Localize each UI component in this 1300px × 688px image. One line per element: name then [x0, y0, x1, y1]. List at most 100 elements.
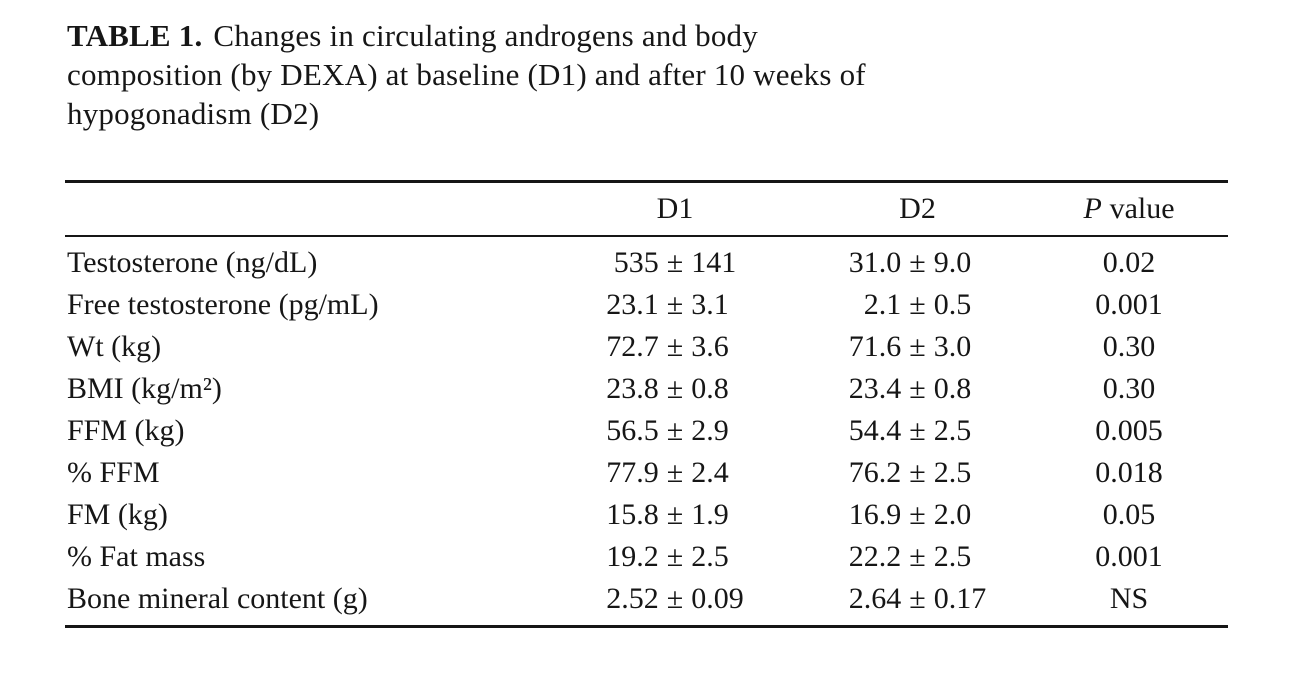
- d2-value: 22.2 ±2.5: [805, 540, 1030, 574]
- d1-sd: 141: [691, 246, 737, 279]
- d2-sd: 0.8: [933, 372, 972, 405]
- d2-value: 54.4 ±2.5: [805, 414, 1030, 448]
- table-caption: TABLE 1. Changes in circulating androgens…: [67, 16, 1187, 133]
- d2-value: 76.2 ±2.5: [805, 456, 1030, 490]
- d1-sd: 2.4: [691, 456, 729, 489]
- p-value: 0.30: [1102, 372, 1156, 405]
- plus-minus-sign: ±: [666, 582, 684, 615]
- d2-sd: 2.5: [933, 540, 972, 573]
- plus-minus-sign: ±: [666, 498, 684, 531]
- plus-minus-sign: ±: [666, 246, 684, 279]
- plus-minus-sign: ±: [909, 330, 926, 363]
- d1-value: 56.5 ±2.9: [545, 414, 805, 448]
- d1-sd: 0.09: [691, 582, 744, 615]
- d2-sd: 3.0: [933, 330, 972, 363]
- row-label: Wt (kg): [67, 330, 162, 363]
- row-label: % FFM: [67, 456, 160, 489]
- d1-mean: 23.1: [606, 288, 659, 321]
- d1-value: 77.9 ±2.4: [545, 456, 805, 490]
- d1-sd: 2.5: [691, 540, 729, 573]
- table-row: Testosterone (ng/dL) 535 ±141 31.0 ±9.0 0.…: [65, 242, 1228, 284]
- d2-value: 16.9 ±2.0: [805, 498, 1030, 532]
- d1-value: 72.7 ±3.6: [545, 330, 805, 364]
- header-d2: D2: [899, 192, 936, 225]
- d2-mean: 16.9: [848, 498, 902, 531]
- p-value: 0.005: [1095, 414, 1163, 447]
- d1-mean: 77.9: [606, 456, 659, 489]
- d1-value: 23.1 ±3.1: [545, 288, 805, 322]
- plus-minus-sign: ±: [666, 288, 684, 321]
- d2-value: 71.6 ±3.0: [805, 330, 1030, 364]
- header-p-italic: P: [1083, 192, 1102, 225]
- plus-minus-sign: ±: [909, 414, 926, 447]
- table-row: FFM (kg) 56.5 ±2.9 54.4 ±2.5 0.005: [65, 410, 1228, 452]
- row-label: Bone mineral content (g): [67, 582, 368, 615]
- plus-minus-sign: ±: [909, 288, 926, 321]
- d1-mean: 23.8: [606, 372, 659, 405]
- d1-mean: 535: [613, 246, 659, 279]
- caption-text-3: hypogonadism (D2): [67, 96, 320, 131]
- plus-minus-sign: ±: [909, 582, 926, 615]
- table-row: Wt (kg) 72.7 ±3.6 71.6 ±3.0 0.30: [65, 326, 1228, 368]
- d2-mean: 23.4: [848, 372, 902, 405]
- plus-minus-sign: ±: [909, 540, 926, 573]
- row-label: FM (kg): [67, 498, 168, 531]
- d1-mean: 2.52: [606, 582, 659, 615]
- plus-minus-sign: ±: [909, 372, 926, 405]
- d1-value: 535 ±141: [545, 246, 805, 280]
- d2-sd: 0.17: [933, 582, 987, 615]
- header-p-suffix: value: [1109, 192, 1175, 225]
- row-label: Testosterone (ng/dL): [67, 246, 318, 279]
- header-d1: D1: [656, 192, 694, 225]
- d1-mean: 56.5: [606, 414, 659, 447]
- d2-value: 23.4 ±0.8: [805, 372, 1030, 406]
- d1-value: 2.52 ±0.09: [545, 582, 805, 616]
- plus-minus-sign: ±: [909, 498, 926, 531]
- table-row: Bone mineral content (g) 2.52 ±0.09 2.64 ±…: [65, 578, 1228, 620]
- table-row: FM (kg) 15.8 ±1.9 16.9 ±2.0 0.05: [65, 494, 1228, 536]
- d2-sd: 2.0: [933, 498, 972, 531]
- row-label: FFM (kg): [67, 414, 185, 447]
- table-row: Free testosterone (pg/mL) 23.1 ±3.1 2.1 ±0…: [65, 284, 1228, 326]
- d2-mean: 22.2: [848, 540, 902, 573]
- d2-mean: 54.4: [848, 414, 902, 447]
- d2-sd: 0.5: [933, 288, 972, 321]
- d1-sd: 3.6: [691, 330, 729, 363]
- p-value: NS: [1109, 582, 1149, 615]
- d2-mean: 31.0: [848, 246, 902, 279]
- d2-mean: 2.1: [863, 288, 902, 321]
- d1-value: 15.8 ±1.9: [545, 498, 805, 532]
- plus-minus-sign: ±: [909, 246, 926, 279]
- d2-value: 2.1 ±0.5: [805, 288, 1030, 322]
- d1-mean: 19.2: [606, 540, 659, 573]
- plus-minus-sign: ±: [666, 456, 684, 489]
- d1-sd: 2.9: [691, 414, 729, 447]
- row-label: BMI (kg/m²): [67, 372, 222, 405]
- p-value: 0.001: [1095, 288, 1163, 321]
- table-body: Testosterone (ng/dL) 535 ±141 31.0 ±9.0 0.…: [65, 237, 1228, 628]
- plus-minus-sign: ±: [666, 330, 684, 363]
- table-number-label: TABLE 1.: [67, 18, 203, 53]
- d2-mean: 71.6: [848, 330, 902, 363]
- d2-sd: 9.0: [933, 246, 972, 279]
- caption-text-1: Changes in circulating androgens and bod…: [213, 18, 758, 53]
- table-row: BMI (kg/m²) 23.8 ±0.8 23.4 ±0.8 0.30: [65, 368, 1228, 410]
- caption-line-1: TABLE 1. Changes in circulating androgens…: [67, 16, 1187, 55]
- d1-sd: 3.1: [691, 288, 729, 321]
- plus-minus-sign: ±: [666, 372, 684, 405]
- p-value: 0.05: [1102, 498, 1156, 531]
- d2-sd: 2.5: [933, 414, 972, 447]
- plus-minus-sign: ±: [666, 414, 684, 447]
- d2-sd: 2.5: [933, 456, 972, 489]
- d1-value: 23.8 ±0.8: [545, 372, 805, 406]
- d1-value: 19.2 ±2.5: [545, 540, 805, 574]
- p-value: 0.02: [1102, 246, 1156, 279]
- d2-mean: 2.64: [848, 582, 902, 615]
- table-row: % FFM 77.9 ±2.4 76.2 ±2.5 0.018: [65, 452, 1228, 494]
- table-row: % Fat mass 19.2 ±2.5 22.2 ±2.5 0.001: [65, 536, 1228, 578]
- p-value: 0.001: [1095, 540, 1163, 573]
- row-label: Free testosterone (pg/mL): [67, 288, 379, 321]
